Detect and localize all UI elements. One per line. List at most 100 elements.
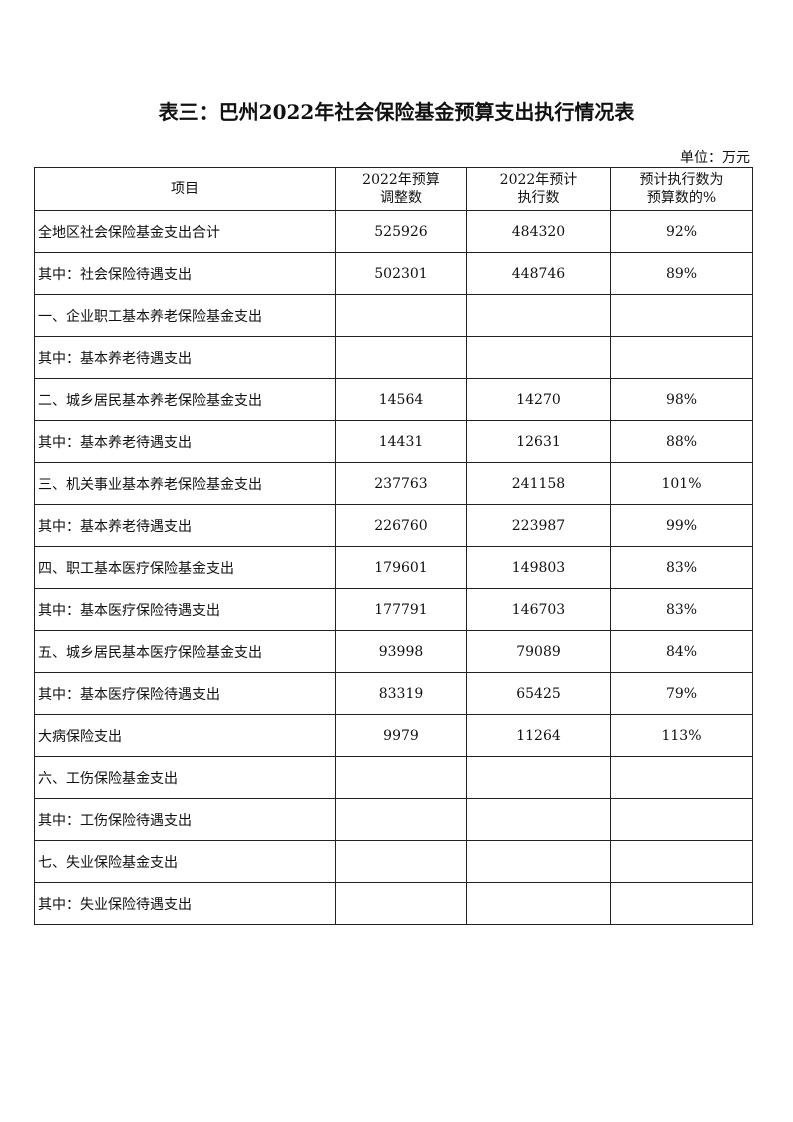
estimate-cell: 223987 — [466, 504, 611, 547]
table-row: 一、企业职工基本养老保险基金支出 — [34, 294, 753, 337]
unit-label: 单位：万元 — [680, 150, 750, 166]
table-row: 其中：工伤保险待遇支出 — [34, 798, 753, 841]
header-text: 预计执行数为 — [639, 172, 724, 188]
estimate-cell: 149803 — [466, 546, 611, 589]
item-cell: 四、职工基本医疗保险基金支出 — [34, 546, 336, 589]
header-estimate: 2022年预计 执行数 — [466, 167, 611, 211]
table-row: 其中：基本养老待遇支出 226760 223987 99% — [34, 504, 753, 547]
budget-table: 项目 2022年预算 调整数 2022年预计 执行数 预计执行数为 预算数的% 全地区… — [34, 167, 753, 925]
item-cell: 二、城乡居民基本养老保险基金支出 — [34, 378, 336, 421]
table-row: 其中：基本养老待遇支出 — [34, 336, 753, 379]
item-cell: 其中：基本养老待遇支出 — [34, 336, 336, 379]
header-row: 项目 2022年预算 调整数 2022年预计 执行数 预计执行数为 预算数的% — [34, 167, 753, 211]
estimate-cell — [466, 294, 611, 337]
budget-cell — [335, 798, 467, 841]
item-cell: 其中：基本养老待遇支出 — [34, 420, 336, 463]
item-cell: 六、工伤保险基金支出 — [34, 756, 336, 799]
percent-cell: 79% — [610, 672, 753, 715]
item-cell: 其中：工伤保险待遇支出 — [34, 798, 336, 841]
budget-cell: 93998 — [335, 630, 467, 673]
item-cell: 五、城乡居民基本医疗保险基金支出 — [34, 630, 336, 673]
percent-cell — [610, 840, 753, 883]
estimate-cell: 14270 — [466, 378, 611, 421]
item-cell: 其中：失业保险待遇支出 — [34, 882, 336, 925]
budget-cell: 83319 — [335, 672, 467, 715]
header-text: 2022年预算 — [362, 172, 440, 188]
percent-cell: 101% — [610, 462, 753, 505]
budget-cell: 14431 — [335, 420, 467, 463]
percent-cell — [610, 294, 753, 337]
estimate-cell: 484320 — [466, 210, 611, 253]
table-row: 五、城乡居民基本医疗保险基金支出 93998 79089 84% — [34, 630, 753, 673]
estimate-cell — [466, 882, 611, 925]
item-cell: 其中：基本养老待遇支出 — [34, 504, 336, 547]
budget-cell — [335, 756, 467, 799]
percent-cell: 92% — [610, 210, 753, 253]
header-text: 项目 — [171, 181, 199, 197]
budget-cell — [335, 882, 467, 925]
budget-cell: 179601 — [335, 546, 467, 589]
budget-cell: 9979 — [335, 714, 467, 757]
table-row: 其中：基本养老待遇支出 14431 12631 88% — [34, 420, 753, 463]
budget-cell: 525926 — [335, 210, 467, 253]
estimate-cell: 241158 — [466, 462, 611, 505]
budget-cell: 226760 — [335, 504, 467, 547]
table-row: 大病保险支出 9979 11264 113% — [34, 714, 753, 757]
budget-cell — [335, 294, 467, 337]
estimate-cell: 12631 — [466, 420, 611, 463]
item-cell: 三、机关事业基本养老保险基金支出 — [34, 462, 336, 505]
header-text: 预算数的% — [646, 190, 717, 206]
header-percent: 预计执行数为 预算数的% — [610, 167, 753, 211]
table-row: 二、城乡居民基本养老保险基金支出 14564 14270 98% — [34, 378, 753, 421]
percent-cell: 88% — [610, 420, 753, 463]
estimate-cell — [466, 840, 611, 883]
percent-cell — [610, 882, 753, 925]
percent-cell: 83% — [610, 546, 753, 589]
item-cell: 全地区社会保险基金支出合计 — [34, 210, 336, 253]
estimate-cell: 79089 — [466, 630, 611, 673]
item-cell: 大病保险支出 — [34, 714, 336, 757]
estimate-cell: 146703 — [466, 588, 611, 631]
budget-cell: 177791 — [335, 588, 467, 631]
item-cell: 其中：社会保险待遇支出 — [34, 252, 336, 295]
percent-cell: 98% — [610, 378, 753, 421]
table-row: 六、工伤保险基金支出 — [34, 756, 753, 799]
budget-cell — [335, 840, 467, 883]
item-cell: 其中：基本医疗保险待遇支出 — [34, 672, 336, 715]
header-text: 2022年预计 — [499, 172, 578, 188]
table-row: 全地区社会保险基金支出合计 525926 484320 92% — [34, 210, 753, 253]
budget-cell: 502301 — [335, 252, 467, 295]
item-cell: 其中：基本医疗保险待遇支出 — [34, 588, 336, 631]
estimate-cell — [466, 756, 611, 799]
percent-cell: 83% — [610, 588, 753, 631]
table-row: 其中：失业保险待遇支出 — [34, 882, 753, 925]
estimate-cell — [466, 798, 611, 841]
percent-cell — [610, 756, 753, 799]
percent-cell: 99% — [610, 504, 753, 547]
table-row: 三、机关事业基本养老保险基金支出 237763 241158 101% — [34, 462, 753, 505]
percent-cell — [610, 336, 753, 379]
header-text: 执行数 — [517, 190, 560, 206]
page-title: 表三：巴州2022年社会保险基金预算支出执行情况表 — [158, 100, 635, 124]
estimate-cell — [466, 336, 611, 379]
budget-cell: 14564 — [335, 378, 467, 421]
table-row: 其中：基本医疗保险待遇支出 83319 65425 79% — [34, 672, 753, 715]
percent-cell: 113% — [610, 714, 753, 757]
estimate-cell: 65425 — [466, 672, 611, 715]
item-cell: 七、失业保险基金支出 — [34, 840, 336, 883]
table-row: 其中：基本医疗保险待遇支出 177791 146703 83% — [34, 588, 753, 631]
table-row: 其中：社会保险待遇支出 502301 448746 89% — [34, 252, 753, 295]
budget-cell — [335, 336, 467, 379]
table-row: 七、失业保险基金支出 — [34, 840, 753, 883]
header-text: 调整数 — [380, 190, 422, 206]
estimate-cell: 448746 — [466, 252, 611, 295]
percent-cell: 89% — [610, 252, 753, 295]
estimate-cell: 11264 — [466, 714, 611, 757]
budget-cell: 237763 — [335, 462, 467, 505]
percent-cell: 84% — [610, 630, 753, 673]
header-budget: 2022年预算 调整数 — [335, 167, 467, 211]
header-item: 项目 — [34, 167, 336, 211]
item-cell: 一、企业职工基本养老保险基金支出 — [34, 294, 336, 337]
table-row: 四、职工基本医疗保险基金支出 179601 149803 83% — [34, 546, 753, 589]
percent-cell — [610, 798, 753, 841]
